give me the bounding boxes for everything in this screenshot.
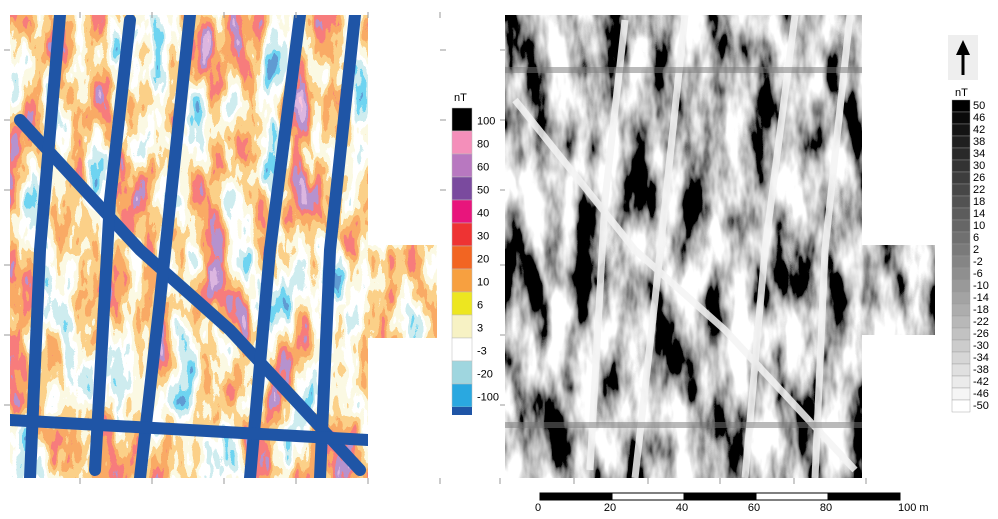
legend-swatch bbox=[952, 400, 970, 412]
legend-label: -46 bbox=[973, 388, 989, 400]
scale-segment bbox=[684, 493, 756, 500]
legend-swatch bbox=[452, 292, 472, 315]
legend-swatch bbox=[952, 256, 970, 268]
legend-swatch bbox=[452, 154, 472, 177]
legend-label: -22 bbox=[973, 316, 989, 328]
legend-label: -14 bbox=[973, 292, 989, 304]
legend-label: -34 bbox=[973, 352, 989, 364]
scale-segment bbox=[756, 493, 828, 500]
legend-swatch bbox=[952, 244, 970, 256]
legend-swatch bbox=[952, 388, 970, 400]
legend-swatch bbox=[952, 100, 970, 112]
legend-swatch bbox=[952, 280, 970, 292]
legend-swatch bbox=[452, 177, 472, 200]
legend-label: 40 bbox=[477, 207, 489, 219]
legend-label: 38 bbox=[973, 136, 985, 148]
legend-swatch bbox=[952, 292, 970, 304]
legend-swatch bbox=[952, 112, 970, 124]
legend-swatch bbox=[452, 223, 472, 246]
scale-segment bbox=[540, 493, 612, 500]
scale-label: 80 bbox=[820, 502, 832, 514]
color-map bbox=[10, 15, 440, 480]
legend-label: -38 bbox=[973, 364, 989, 376]
legend-swatch bbox=[452, 361, 472, 384]
legend-swatch bbox=[952, 304, 970, 316]
legend-label: 50 bbox=[477, 184, 489, 196]
legend-label: -18 bbox=[973, 304, 989, 316]
legend-label: 6 bbox=[477, 299, 483, 311]
legend-swatch bbox=[952, 352, 970, 364]
legend-swatch bbox=[452, 315, 472, 338]
legend-swatch bbox=[452, 269, 472, 292]
legend-label: 80 bbox=[477, 138, 489, 150]
north-arrow bbox=[948, 35, 978, 80]
legend-swatch bbox=[952, 376, 970, 388]
legend-swatch bbox=[452, 338, 472, 361]
legend-label: 46 bbox=[973, 112, 985, 124]
scale-label: 60 bbox=[748, 502, 760, 514]
legend-swatch bbox=[952, 196, 970, 208]
legend-label: -100 bbox=[477, 391, 499, 403]
scale-segment bbox=[612, 493, 684, 500]
legend-swatch bbox=[952, 232, 970, 244]
legend-swatch bbox=[952, 172, 970, 184]
legend-label: 14 bbox=[973, 208, 985, 220]
legend-swatch bbox=[952, 220, 970, 232]
scale-label: 20 bbox=[604, 502, 616, 514]
gray-map bbox=[505, 15, 937, 480]
legend-swatch bbox=[452, 108, 472, 131]
legend-label: 42 bbox=[973, 124, 985, 136]
legend-label: -26 bbox=[973, 328, 989, 340]
legend-swatch bbox=[452, 200, 472, 223]
legend-swatch bbox=[452, 384, 472, 407]
scale-label: 100 m bbox=[898, 502, 929, 514]
legend-label: -50 bbox=[973, 400, 989, 412]
legend-label: -6 bbox=[973, 268, 983, 280]
legend-label: 34 bbox=[973, 148, 985, 160]
legend-swatch bbox=[952, 268, 970, 280]
legend-swatch bbox=[952, 316, 970, 328]
legend-label: -20 bbox=[477, 368, 493, 380]
legend-label: 18 bbox=[973, 196, 985, 208]
legend-label: -10 bbox=[973, 280, 989, 292]
legend-label: 22 bbox=[973, 184, 985, 196]
legend-swatch bbox=[952, 160, 970, 172]
legend-label: 3 bbox=[477, 322, 483, 334]
figure: nT nT 020406080100 m 1008060504030201063… bbox=[0, 0, 998, 514]
legend-label: 60 bbox=[477, 161, 489, 173]
scale-label: 0 bbox=[535, 502, 541, 514]
legend-label: 26 bbox=[973, 172, 985, 184]
legend-swatch bbox=[952, 340, 970, 352]
legend-label: 30 bbox=[973, 160, 985, 172]
legend-swatch bbox=[952, 148, 970, 160]
scale-bar: 0 20 40 60 80 100 m bbox=[535, 493, 929, 514]
legend-label: 10 bbox=[477, 276, 489, 288]
scale-label: 40 bbox=[676, 502, 688, 514]
legend-label: 100 bbox=[477, 115, 495, 127]
legend-label: -2 bbox=[973, 256, 983, 268]
legend-label: 30 bbox=[477, 230, 489, 242]
legend-swatch bbox=[952, 328, 970, 340]
legend-swatch bbox=[952, 208, 970, 220]
legend-swatch bbox=[452, 407, 472, 415]
legend-label: 6 bbox=[973, 232, 979, 244]
legend-swatch bbox=[952, 184, 970, 196]
legend-label: -3 bbox=[477, 345, 487, 357]
legend-label: -30 bbox=[973, 340, 989, 352]
legend-label: 10 bbox=[973, 220, 985, 232]
legend-swatch bbox=[452, 246, 472, 269]
scale-segment bbox=[828, 493, 900, 500]
legend-label: -42 bbox=[973, 376, 989, 388]
legend-label: 20 bbox=[477, 253, 489, 265]
legend-swatch bbox=[952, 124, 970, 136]
legend-label: 2 bbox=[973, 244, 979, 256]
legend-swatch bbox=[952, 136, 970, 148]
legend-swatch bbox=[452, 131, 472, 154]
color-legend-title: nT bbox=[454, 92, 467, 104]
gray-legend-title: nT bbox=[955, 87, 968, 99]
legend-swatch bbox=[952, 364, 970, 376]
legend-label: 50 bbox=[973, 100, 985, 112]
